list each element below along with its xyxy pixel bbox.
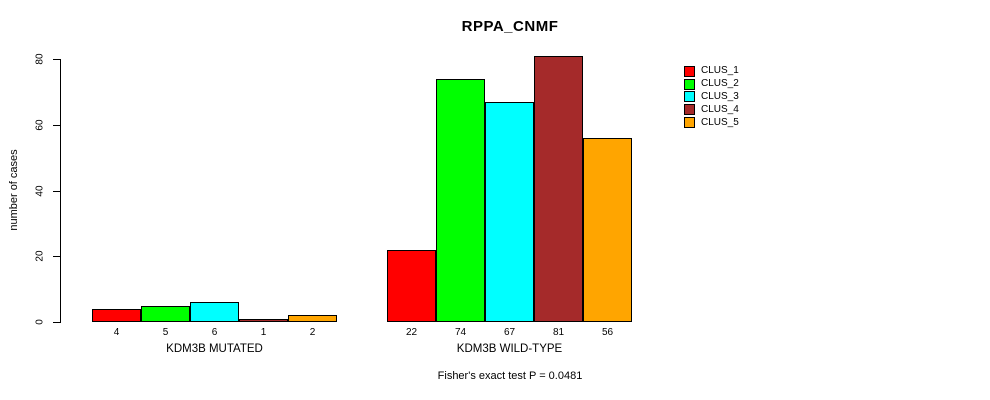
bar-value-label: 81: [552, 327, 565, 338]
bar-clus_1: [92, 309, 141, 322]
y-tick-label: 80: [34, 53, 46, 65]
bar-value-label: 2: [309, 327, 316, 338]
legend-item-clus_4: CLUS_4: [684, 103, 739, 116]
legend-item-clus_3: CLUS_3: [684, 91, 739, 104]
bar-value-label: 5: [162, 327, 169, 338]
legend-swatch-clus_2: [684, 78, 695, 90]
bar-clus_3: [190, 302, 239, 322]
legend-swatch-clus_1: [684, 65, 695, 77]
y-tick-mark: [53, 256, 60, 257]
legend-label: CLUS_1: [701, 65, 739, 77]
bar-clus_3: [485, 102, 534, 322]
bar-value-label: 74: [454, 327, 467, 338]
y-tick-label: 60: [34, 119, 46, 131]
group-label: KDM3B MUTATED: [166, 343, 263, 355]
bar-value-label: 67: [503, 327, 516, 338]
y-axis-line: [60, 59, 61, 323]
bar-value-label: 22: [405, 327, 418, 338]
legend-item-clus_1: CLUS_1: [684, 65, 739, 78]
chart-title: RPPA_CNMF: [461, 18, 559, 35]
legend-label: CLUS_5: [701, 116, 739, 128]
legend-swatch-clus_3: [684, 91, 695, 103]
group-label: KDM3B WILD-TYPE: [456, 343, 563, 355]
bar-value-label: 6: [211, 327, 218, 338]
legend-label: CLUS_4: [701, 103, 739, 115]
bar-clus_5: [583, 138, 632, 322]
footer-annotation: Fisher's exact test P = 0.0481: [437, 370, 583, 382]
bar-clus_1: [387, 250, 436, 322]
legend-label: CLUS_3: [701, 90, 739, 102]
bar-clus_2: [141, 306, 190, 322]
y-tick-mark: [53, 125, 60, 126]
y-tick-mark: [53, 59, 60, 60]
legend: CLUS_1 CLUS_2 CLUS_3 CLUS_4 CLUS_5: [684, 65, 739, 129]
bar-clus_4: [534, 56, 583, 322]
bar-clus_4: [239, 319, 288, 322]
y-tick-mark: [53, 322, 60, 323]
bar-value-label: 1: [260, 327, 267, 338]
legend-item-clus_5: CLUS_5: [684, 116, 739, 129]
y-tick-mark: [53, 191, 60, 192]
y-tick-label: 20: [34, 250, 46, 262]
bar-value-label: 4: [113, 327, 120, 338]
y-tick-label: 40: [34, 185, 46, 197]
bar-clus_5: [288, 315, 337, 322]
legend-label: CLUS_2: [701, 78, 739, 90]
legend-swatch-clus_4: [684, 104, 695, 116]
legend-item-clus_2: CLUS_2: [684, 78, 739, 91]
y-axis-label: number of cases: [8, 149, 20, 231]
y-tick-label: 0: [34, 319, 46, 325]
bar-clus_2: [436, 79, 485, 322]
legend-swatch-clus_5: [684, 117, 695, 129]
bar-value-label: 56: [601, 327, 614, 338]
